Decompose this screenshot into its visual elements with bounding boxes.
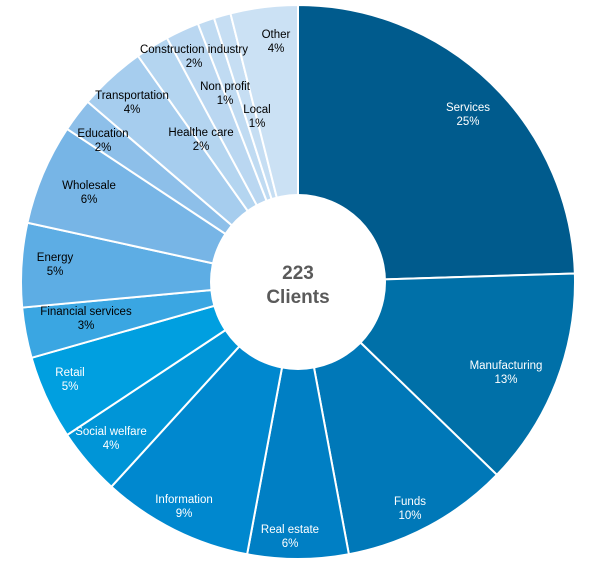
slice-value-retail: 5%	[62, 381, 79, 393]
slice-label-financial-services: Financial services	[40, 306, 132, 318]
center-count: 223	[282, 263, 314, 284]
slice-value-information: 9%	[176, 508, 193, 520]
slice-value-construction-industry: 2%	[186, 58, 203, 70]
slice-label-non-profit: Non profit	[200, 81, 251, 93]
slice-label-retail: Retail	[55, 367, 84, 379]
slice-value-healthe-care: 2%	[193, 141, 210, 153]
slice-label-transportation: Transportation	[95, 90, 169, 102]
center-caption: Clients	[266, 287, 329, 308]
slice-label-construction-industry: Construction industry	[140, 44, 248, 56]
slice-value-non-profit: 1%	[217, 95, 234, 107]
slice-services	[297, 3, 576, 284]
slice-label-funds: Funds	[394, 496, 426, 508]
slice-label-education: Education	[77, 128, 128, 140]
slice-value-wholesale: 6%	[81, 194, 98, 206]
slice-label-healthe-care: Healthe care	[168, 127, 233, 139]
slice-value-funds: 10%	[398, 510, 421, 522]
slice-value-energy: 5%	[47, 266, 64, 278]
slice-label-services: Services	[446, 102, 490, 114]
donut-hole	[210, 194, 386, 370]
slice-value-social-welfare: 4%	[103, 440, 120, 452]
slice-label-wholesale: Wholesale	[62, 180, 116, 192]
slice-label-energy: Energy	[37, 252, 74, 264]
slice-value-services: 25%	[456, 116, 479, 128]
slice-value-manufacturing: 13%	[494, 374, 517, 386]
slice-value-other: 4%	[268, 43, 285, 55]
slice-value-local: 1%	[249, 118, 266, 130]
labels-group: Services 25% Manufacturing 13% Funds 10% Real …	[37, 29, 543, 550]
slice-value-real-estate: 6%	[282, 538, 299, 550]
slice-label-social-welfare: Social welfare	[75, 426, 147, 438]
slice-label-information: Information	[155, 494, 213, 506]
slice-value-transportation: 4%	[124, 104, 141, 116]
slice-label-local: Local	[243, 104, 271, 116]
slice-label-real-estate: Real estate	[261, 524, 319, 536]
slice-value-education: 2%	[95, 142, 112, 154]
slice-label-manufacturing: Manufacturing	[470, 360, 543, 372]
slice-value-financial-services: 3%	[78, 320, 95, 332]
slice-label-other: Other	[262, 29, 291, 41]
